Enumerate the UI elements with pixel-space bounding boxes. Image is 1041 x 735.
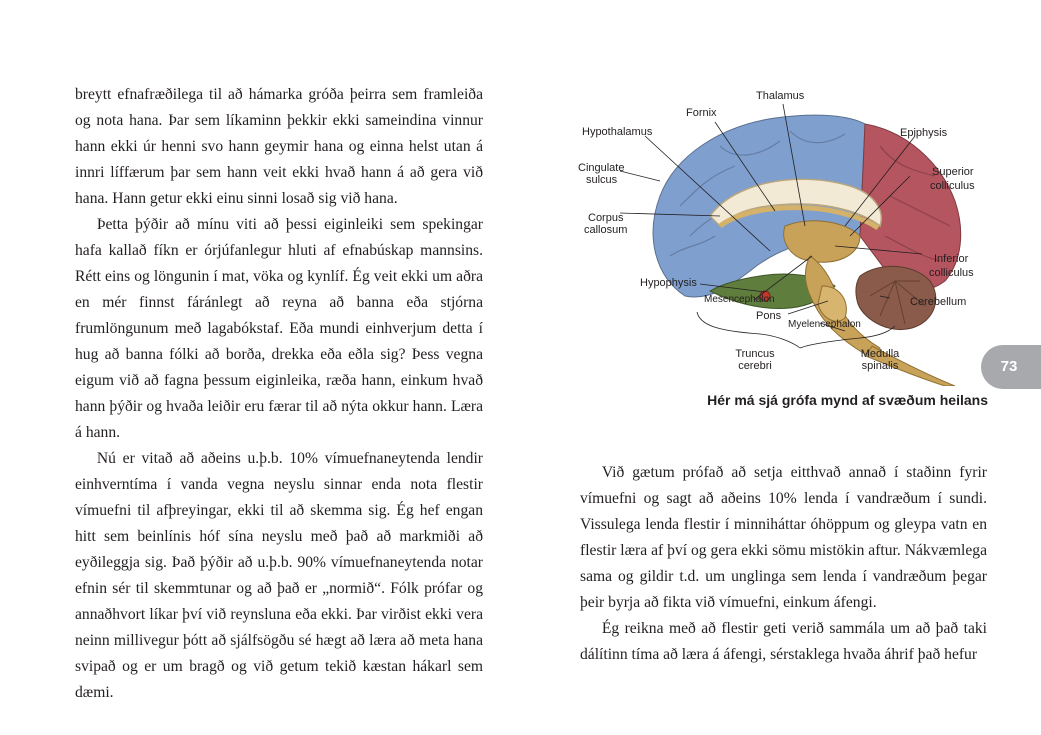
label-inferior-colliculus-2: colliculus — [929, 267, 974, 279]
label-truncus-cerebri-1: Truncus — [735, 348, 775, 360]
label-cingulate-sulcus-2: sulcus — [586, 174, 618, 186]
paragraph: Ég reikna með að flestir geti verið samm… — [580, 620, 987, 663]
label-myelencephalon: Myelencephalon — [788, 319, 861, 330]
pons — [817, 285, 847, 322]
label-cingulate-sulcus-1: Cingulate — [578, 162, 625, 174]
label-thalamus: Thalamus — [756, 90, 805, 102]
cerebellum — [855, 265, 937, 330]
page-number-tab: 73 — [981, 345, 1041, 389]
brain-diagram — [619, 103, 962, 387]
corpus-callosum — [709, 178, 882, 228]
right-page: Thalamus Fornix Hypothalamus Epiphysis C… — [520, 0, 1041, 735]
label-hypophysis: Hypophysis — [640, 277, 697, 289]
label-truncus-cerebri-2: cerebri — [738, 360, 772, 372]
label-corpus-callosum-2: callosum — [584, 224, 628, 236]
label-medulla-spinalis-2: spinalis — [861, 360, 899, 372]
label-mesencephalon: Mesencephalon — [704, 294, 775, 305]
left-page: breytt efnafræðilega til að hámarka gróð… — [0, 0, 520, 735]
left-text-column: breytt efnafræðilega til að hámarka gróð… — [75, 82, 483, 706]
paragraph: Nú er vitað að aðeins u.þ.b. 10% vímuefn… — [75, 450, 483, 701]
label-cerebellum: Cerebellum — [910, 296, 967, 308]
paragraph: breytt efnafræðilega til að hámarka gróð… — [75, 86, 483, 207]
label-hypothalamus: Hypothalamus — [582, 126, 653, 138]
label-inferior-colliculus-1: Inferior — [934, 253, 969, 265]
paragraph: Þetta þýðir að mínu viti að þessi eiginl… — [75, 216, 483, 441]
paragraph: Við gætum prófað að setja eitthvað annað… — [580, 464, 987, 611]
label-fornix: Fornix — [686, 107, 717, 119]
label-pons: Pons — [756, 310, 782, 322]
label-superior-colliculus-2: colliculus — [930, 180, 975, 192]
label-medulla-spinalis-1: Medulla — [860, 348, 900, 360]
thalamus — [783, 220, 861, 263]
label-corpus-callosum-1: Corpus — [588, 212, 624, 224]
label-superior-colliculus-1: Superior — [932, 166, 974, 178]
label-epiphysis: Epiphysis — [900, 127, 948, 139]
right-text-column: Við gætum prófað að setja eitthvað annað… — [580, 460, 987, 668]
figure-caption: Hér má sjá grófa mynd af svæðum heilans — [707, 392, 988, 408]
brain-figure: Thalamus Fornix Hypothalamus Epiphysis C… — [560, 86, 980, 387]
temporal-lobe — [708, 273, 836, 310]
